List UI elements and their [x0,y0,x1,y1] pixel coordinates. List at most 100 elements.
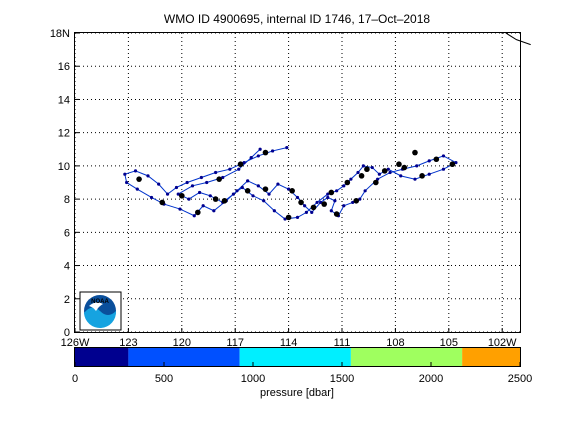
track-point [388,170,392,175]
colorbar-bands [75,348,520,366]
track-point [276,182,280,186]
y-tick-label: 18N [50,28,70,40]
track-point [149,195,154,200]
plot-frame [74,32,521,333]
track-point [187,197,191,201]
surface-point [449,161,456,168]
track-point [262,199,266,203]
track-point [235,189,239,193]
track-point [454,160,458,165]
track-point [270,149,275,153]
track-point [208,194,212,198]
surface-point [289,188,295,194]
track-point [165,192,170,196]
surface-point [221,197,228,204]
track-point [363,189,367,193]
track-point [285,146,289,150]
surface-point [412,149,418,156]
colorbar: 0 500 1000 1500 2000 2500 pressure [dbar] [72,347,532,399]
colorbar-frame [74,347,521,367]
track-point [228,167,232,171]
track-point [295,215,300,219]
y-tick-label: 12 [58,128,70,140]
track-point [198,190,202,195]
surface-point [298,199,304,206]
track-point [178,207,182,211]
track-point [231,192,236,196]
surface-point [237,161,244,168]
colorbar-tick-label: 2500 [508,373,532,385]
track-point [335,189,339,193]
track-point [342,204,346,208]
colorbar-band [128,348,240,366]
track-point [427,172,431,176]
surface-point [373,179,379,186]
track-point [201,204,205,208]
surface-point [328,189,335,196]
track-point [174,185,179,190]
x-tick-label: 120 [173,337,191,349]
track-point [315,200,319,205]
track-point [304,210,308,214]
grid [74,32,520,333]
track-point [303,204,307,208]
surface-point [179,192,185,199]
track-point [377,172,381,176]
track-point [123,172,127,176]
track-point [256,184,260,188]
coastline-line [505,32,531,46]
track-point [176,192,180,196]
colorbar-tick-label: 1000 [241,373,265,385]
track-point [251,194,255,198]
track-point [441,167,446,171]
track-point [415,164,419,168]
track-point [386,167,390,171]
x-tick-label: 117 [226,337,244,349]
colorbar-band [239,348,351,366]
x-tick-label: 108 [386,337,404,349]
track-point [319,200,323,205]
track-point [242,160,246,165]
track-point [205,180,209,185]
y-tick-label: 10 [58,161,70,173]
track-point [256,154,260,158]
surface-point [358,173,365,179]
noaa-logo: NOAA [79,291,122,331]
surface-point [396,161,402,168]
chart-title: WMO ID 4900695, internal ID 1746, 17–Oct… [164,12,430,26]
coastline [505,32,531,46]
track-point [125,180,129,185]
surface-point [285,214,292,221]
y-tick-label: 4 [64,261,70,273]
track-point [221,175,225,180]
surface-point [216,176,222,182]
surface-point [244,188,251,194]
track-point [214,170,218,175]
track-point [351,200,355,205]
x-tick-label: 126W [61,337,90,349]
colorbar-tick-label: 1500 [330,373,354,385]
track-point [342,184,346,188]
track-point [237,167,241,171]
colorbar-label: pressure [dbar] [260,387,334,399]
y-tick-label: 2 [64,294,70,306]
surface-point [136,176,142,182]
y-tick-label: 14 [58,94,70,106]
surface-point [419,173,425,179]
track-point [249,155,253,160]
surface-point [381,168,388,174]
logo-wave [84,307,117,329]
surface-point [310,204,317,211]
surface-point [212,196,219,202]
logo-gull [89,302,103,311]
track-point [240,185,244,190]
colorbar-tick-label: 500 [155,373,173,385]
surface-point [159,199,166,206]
track-point [326,195,330,200]
track-point [333,199,337,203]
surface-point [333,211,340,217]
x-tick-label: 105 [440,337,458,349]
surface-point [195,209,201,216]
track-point [185,180,189,185]
track-point [370,165,374,170]
